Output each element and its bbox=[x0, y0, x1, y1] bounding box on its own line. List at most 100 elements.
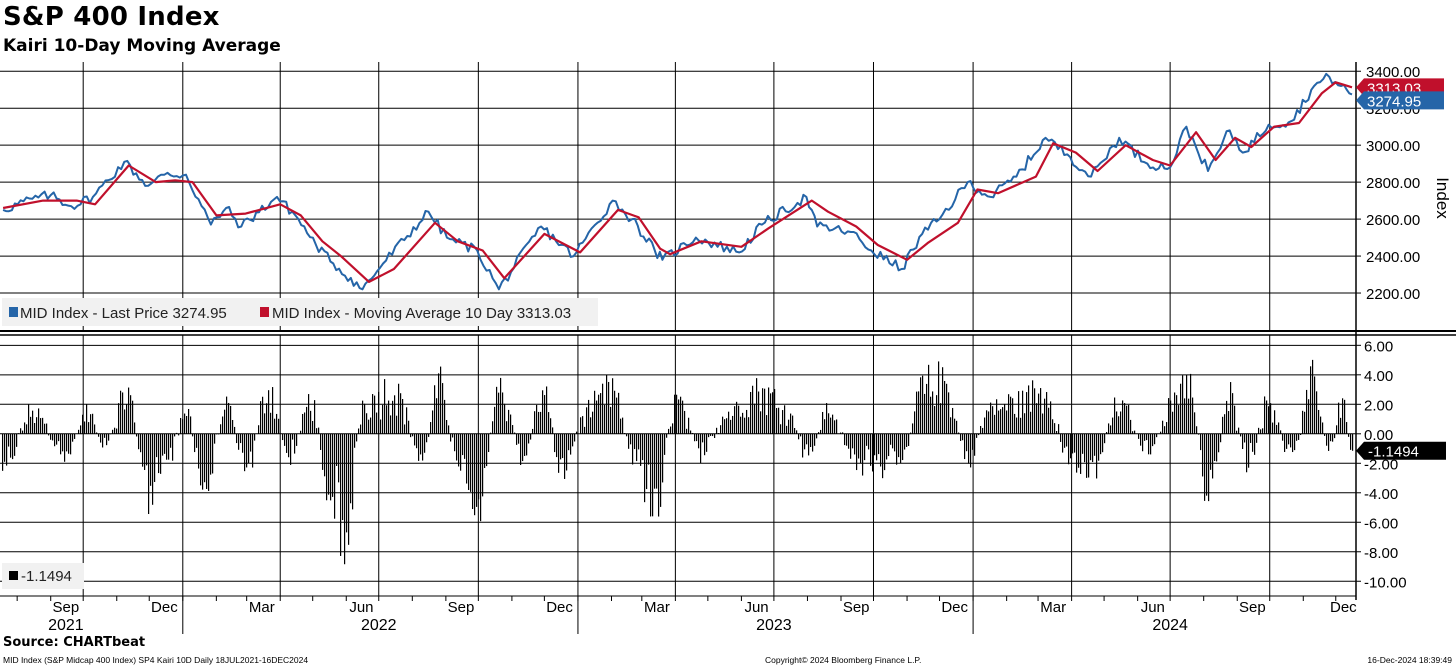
kairi-bar bbox=[1060, 433, 1062, 442]
kairi-bar bbox=[1246, 433, 1248, 473]
kairi-bar bbox=[1334, 433, 1336, 439]
kairi-bar bbox=[384, 379, 386, 434]
kairi-bar bbox=[1092, 433, 1094, 463]
kairi-bar bbox=[1238, 427, 1240, 434]
kairi-bar bbox=[700, 433, 702, 464]
kairi-bar bbox=[862, 433, 864, 476]
kairi-bar bbox=[874, 433, 876, 456]
kairi-bar bbox=[782, 410, 784, 434]
kairi-bar bbox=[1058, 424, 1060, 434]
kairi-bar bbox=[594, 390, 596, 434]
kairi-bar bbox=[1148, 433, 1150, 455]
kairi-bar bbox=[238, 433, 240, 450]
kairi-bar bbox=[288, 433, 290, 458]
kairi-bar bbox=[24, 422, 26, 434]
kairi-bar bbox=[52, 433, 54, 441]
kairi-bar bbox=[2, 433, 4, 471]
kairi-bar bbox=[688, 417, 690, 434]
kairi-bar bbox=[992, 406, 994, 434]
kairi-bar bbox=[424, 433, 426, 453]
x-month-label: Dec bbox=[941, 599, 968, 616]
kairi-bar bbox=[314, 400, 316, 434]
kairi-bar bbox=[962, 433, 964, 441]
kairi-bar bbox=[1300, 433, 1302, 435]
kairi-bar bbox=[300, 430, 302, 434]
kairi-bar bbox=[784, 405, 786, 434]
kairi-bar bbox=[1078, 433, 1080, 468]
kairi-bar bbox=[278, 418, 280, 434]
kairi-bar bbox=[878, 433, 880, 455]
kairi-bar bbox=[630, 433, 632, 445]
kairi-bar bbox=[326, 433, 328, 501]
kairi-bar bbox=[468, 433, 470, 490]
kairi-bar bbox=[1314, 376, 1316, 434]
kairi-bar bbox=[670, 426, 672, 434]
kairi-bar bbox=[642, 433, 644, 461]
kairi-bar bbox=[1234, 405, 1236, 434]
kairi-bar bbox=[198, 433, 200, 469]
kairi-bar bbox=[1090, 433, 1092, 461]
kairi-bar bbox=[1034, 388, 1036, 434]
kairi-bar bbox=[78, 429, 80, 434]
kairi-bar bbox=[414, 433, 416, 446]
kairi-bar bbox=[1268, 406, 1270, 434]
kairi-bar bbox=[722, 416, 724, 434]
kairi-bar bbox=[536, 404, 538, 434]
kairi-bar bbox=[846, 433, 848, 446]
kairi-bar bbox=[936, 395, 938, 434]
kairi-bar bbox=[346, 433, 348, 533]
kairi-bar bbox=[1298, 433, 1300, 440]
kairi-bar bbox=[956, 420, 958, 434]
kairi-bar bbox=[124, 409, 126, 434]
kairi-bar bbox=[1320, 416, 1322, 434]
kairi-bar bbox=[902, 433, 904, 461]
kairi-bar bbox=[1030, 411, 1032, 434]
kairi-bar bbox=[190, 416, 192, 434]
kairi-bar bbox=[16, 433, 18, 447]
kairi-bar bbox=[1040, 388, 1042, 434]
kairi-bar bbox=[864, 433, 866, 461]
kairi-bar bbox=[22, 430, 24, 434]
kairi-bar bbox=[1018, 391, 1020, 434]
kairi-bar bbox=[612, 378, 614, 434]
kairi-bar bbox=[920, 377, 922, 434]
kairi-bar bbox=[672, 423, 674, 434]
kairi-bar bbox=[746, 409, 748, 434]
kairi-bar bbox=[14, 433, 16, 456]
kairi-bar bbox=[192, 433, 194, 437]
kairi-bar bbox=[388, 400, 390, 434]
kairi-legend-label: -1.1494 bbox=[21, 568, 72, 585]
kairi-bar bbox=[1130, 419, 1132, 434]
kairi-bar bbox=[476, 433, 478, 507]
kairi-bar bbox=[136, 433, 138, 437]
kairi-bar bbox=[112, 429, 114, 434]
kairi-bar bbox=[226, 396, 228, 434]
kairi-bar bbox=[668, 428, 670, 434]
legend-swatch-price bbox=[9, 307, 18, 317]
kairi-bar bbox=[1266, 400, 1268, 434]
kairi-bar bbox=[930, 396, 932, 434]
kairi-bar bbox=[946, 383, 948, 434]
kairi-bar bbox=[222, 416, 224, 434]
kairi-bar bbox=[1042, 413, 1044, 434]
kairi-bar bbox=[312, 420, 314, 434]
kairi-bar bbox=[790, 413, 792, 434]
kairi-bar bbox=[108, 433, 110, 441]
kairi-bar bbox=[1318, 409, 1320, 434]
kairi-bar bbox=[886, 433, 888, 460]
kairi-bar bbox=[140, 433, 142, 453]
kairi-bar bbox=[344, 433, 346, 565]
kairi-bar bbox=[1170, 400, 1172, 434]
kairi-bar bbox=[870, 433, 872, 466]
legend-label-ma: MID Index - Moving Average 10 Day 3313.0… bbox=[272, 305, 571, 322]
kairi-bar bbox=[6, 433, 8, 466]
kairi-bar bbox=[396, 415, 398, 434]
kairi-bar bbox=[600, 393, 602, 434]
kairi-bar bbox=[1128, 404, 1130, 434]
kairi-bar bbox=[1286, 433, 1288, 449]
kairi-bar bbox=[560, 433, 562, 460]
kairi-bar bbox=[220, 424, 222, 434]
kairi-bar bbox=[196, 433, 198, 448]
legend-swatch-ma bbox=[260, 307, 269, 317]
kairi-bar bbox=[518, 433, 520, 444]
